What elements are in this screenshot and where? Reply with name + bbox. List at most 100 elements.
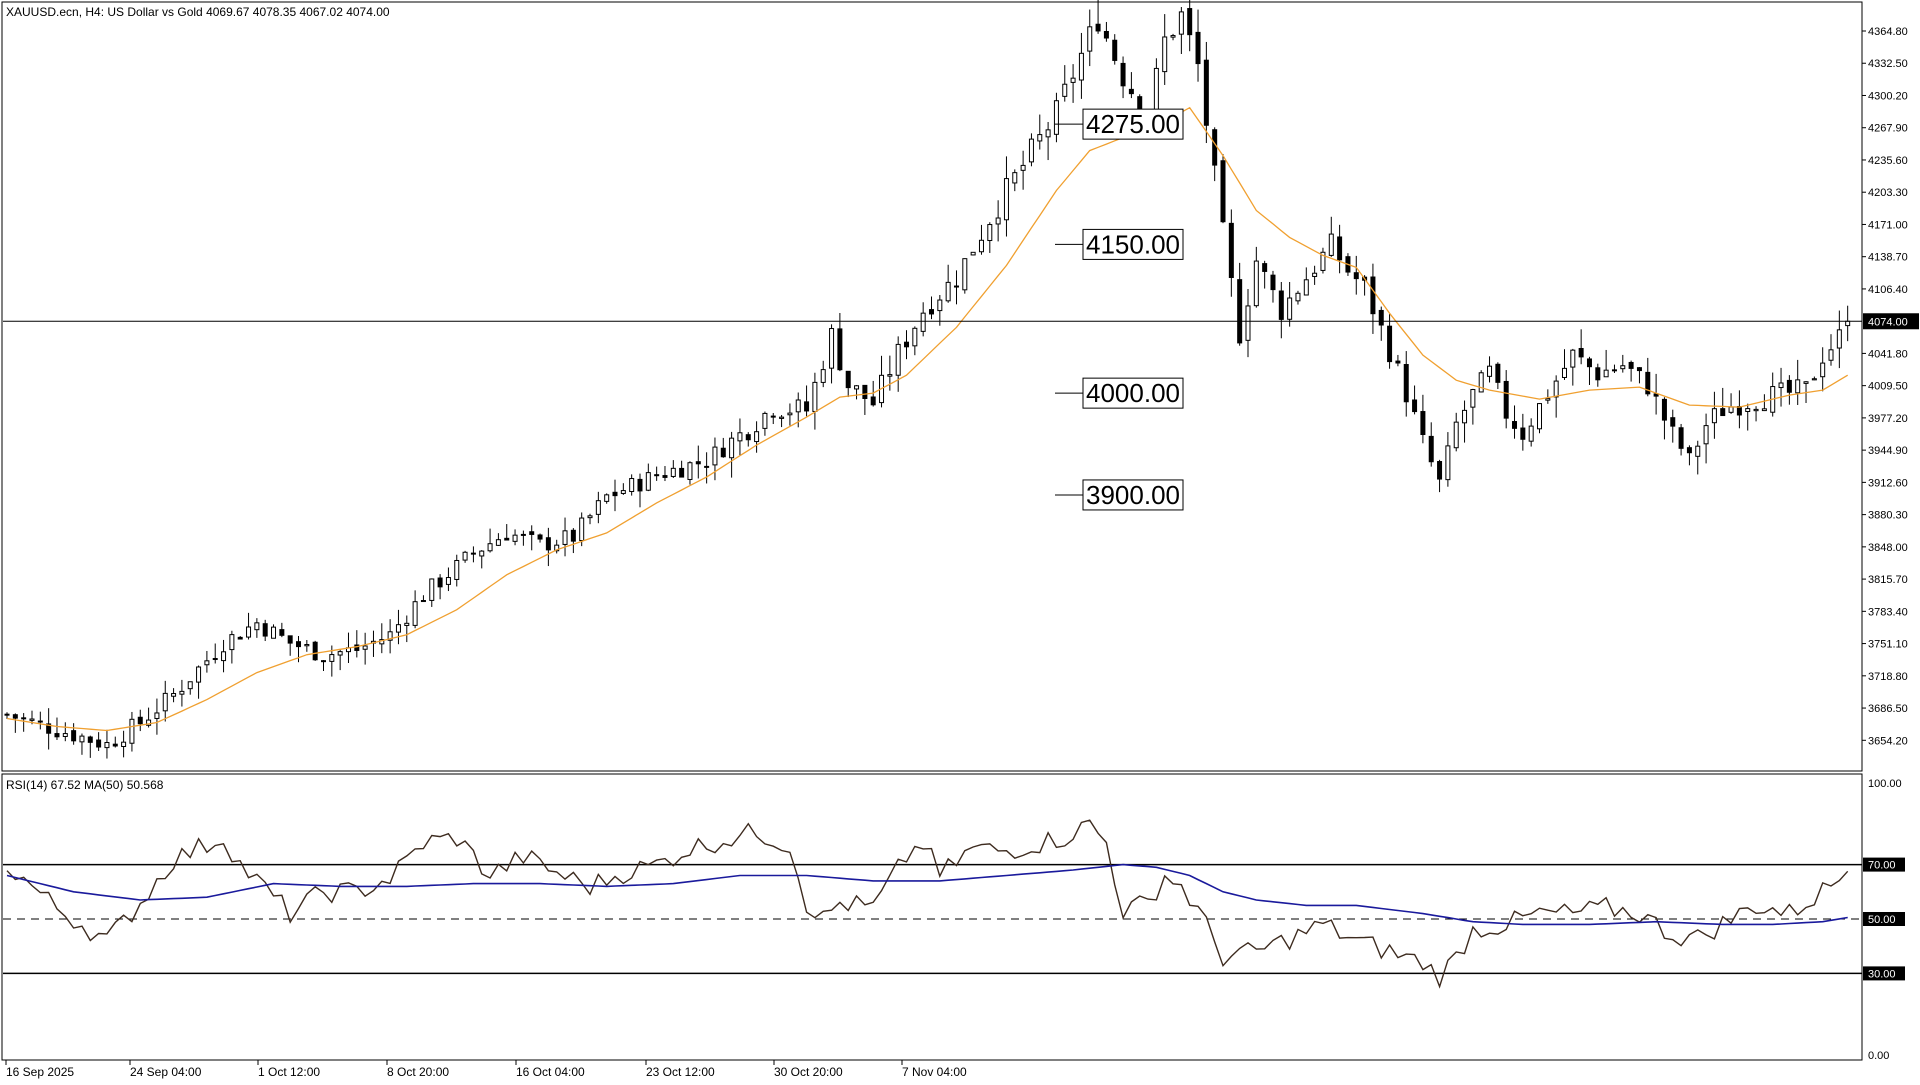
candle-up (1078, 52, 1084, 81)
candle-up (895, 343, 901, 376)
candle-down (612, 491, 618, 497)
current-price-layer: 4074.00 (3, 313, 1919, 330)
candle-up (970, 251, 976, 256)
candle-down (12, 714, 18, 719)
candle-down (1512, 421, 1518, 429)
candle-down (87, 736, 93, 743)
candle-down (1378, 309, 1384, 326)
candle-down (504, 537, 510, 541)
candle-down (1095, 23, 1101, 32)
candle-down (437, 577, 443, 588)
candle-up (737, 432, 743, 442)
rsi-ma-line (6, 863, 1848, 926)
candle-down (845, 370, 851, 389)
candle-down (1203, 59, 1209, 126)
candle-up (820, 369, 826, 383)
candle-down (1337, 236, 1343, 261)
candle-down (804, 401, 810, 412)
candle-up (512, 534, 518, 542)
candle-up (729, 437, 735, 459)
zone-label-4000.00: 4000.00 (1086, 378, 1180, 408)
candle-up (1162, 36, 1168, 73)
candle-up (520, 533, 526, 536)
candle-up (129, 718, 135, 744)
candle-down (1636, 367, 1642, 372)
price-tick-label: 4171.00 (1868, 219, 1908, 231)
candle-up (1620, 365, 1626, 370)
candle-down (1686, 447, 1692, 454)
candle-up (1303, 279, 1309, 296)
candle-down (1237, 279, 1243, 344)
candle-down (1653, 393, 1659, 397)
candle-down (1645, 371, 1651, 395)
candle-up (271, 626, 277, 639)
time-tick-label: 16 Oct 04:00 (516, 1065, 585, 1079)
candle-up (1087, 26, 1093, 52)
rsi-tick-label: 100.00 (1868, 778, 1902, 790)
zone-labels-layer[interactable]: 4275.00 4150.00 4000.00 3900.00 (1055, 108, 1184, 511)
price-tick-label: 3977.20 (1868, 413, 1908, 425)
time-tick-label: 1 Oct 12:00 (258, 1065, 320, 1079)
price-tick-label: 3848.00 (1868, 542, 1908, 554)
candle-up (704, 465, 710, 468)
candle-down (904, 341, 910, 348)
candle-up (670, 467, 676, 477)
candle-up (1553, 380, 1559, 398)
price-tick-label: 3751.10 (1868, 639, 1908, 651)
candle-down (1495, 363, 1501, 383)
candle-up (1528, 425, 1534, 442)
candle-up (1245, 305, 1251, 341)
candle-up (404, 622, 410, 626)
candle-up (762, 412, 768, 429)
candle-up (329, 654, 335, 662)
candle-up (595, 500, 601, 515)
candle-down (71, 730, 77, 742)
candle-down (545, 537, 551, 551)
candle-up (1545, 398, 1551, 401)
time-axis[interactable]: 16 Sep 2025 24 Sep 04:00 1 Oct 12:00 8 Oct … (5, 1060, 967, 1079)
price-tick-label: 4138.70 (1868, 252, 1908, 264)
candle-down (837, 328, 843, 371)
candle-down (1395, 360, 1401, 364)
candle-up (1253, 260, 1259, 307)
candle-down (929, 309, 934, 315)
candle-down (54, 733, 60, 738)
rsi-level-tag (1863, 966, 1905, 981)
price-tick-label: 4009.50 (1868, 381, 1908, 393)
candle-up (1070, 77, 1076, 83)
symbol-header: XAUUSD.ecn, H4: US Dollar vs Gold 4069.6… (6, 5, 390, 19)
candle-up (554, 544, 560, 552)
candle-down (1403, 364, 1409, 403)
candle-up (912, 327, 918, 347)
candle-up (420, 600, 426, 603)
price-tick-label: 4364.80 (1868, 26, 1908, 38)
candle-up (337, 651, 343, 656)
candle-up (1753, 408, 1759, 412)
candle-down (296, 641, 302, 648)
candle-down (1103, 30, 1109, 39)
zone-label-4275.00: 4275.00 (1086, 109, 1180, 139)
time-tick-label: 8 Oct 20:00 (387, 1065, 449, 1079)
candle-up (645, 472, 651, 491)
main-price-axis[interactable]: 4364.80 4332.50 4300.20 4267.90 4235.60 4203.… (1862, 26, 1908, 747)
candle-up (854, 385, 860, 390)
candle-up (629, 478, 635, 493)
candle-up (1828, 349, 1834, 361)
candle-up (579, 517, 585, 542)
zone-label-box (1082, 479, 1184, 511)
candle-down (679, 467, 685, 478)
candle-down (1661, 398, 1667, 421)
moving-average-line (6, 106, 1849, 732)
candle-up (79, 735, 85, 743)
candle-up (1611, 369, 1617, 372)
rsi-axis[interactable]: 100.00 70.00 50.00 30.00 0.00 (3, 778, 1905, 1062)
candle-up (21, 717, 27, 720)
zone-label-box (1082, 228, 1184, 260)
candle-up (1778, 382, 1784, 389)
candle-down (1412, 399, 1418, 413)
zone-label-box (1082, 377, 1184, 409)
candle-up (920, 312, 926, 332)
